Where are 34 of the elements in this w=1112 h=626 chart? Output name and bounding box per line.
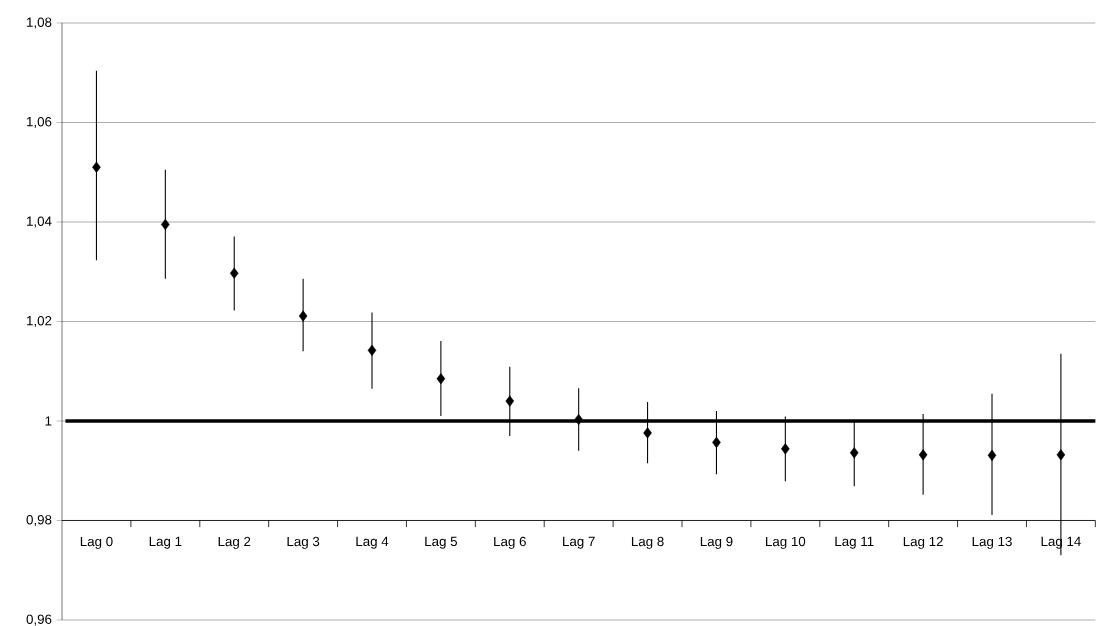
y-tick-label: 0,96 (26, 614, 52, 626)
y-tick-label: 0,98 (26, 515, 52, 527)
x-tick-label: Lag 3 (287, 536, 320, 549)
x-tick-label: Lag 8 (631, 536, 664, 549)
x-tick-label: Lag 7 (563, 536, 595, 549)
y-tick-label: 1,08 (27, 17, 52, 29)
x-tick-label: Lag 12 (903, 536, 943, 549)
x-tick-label: Lag 13 (972, 536, 1012, 549)
x-tick-label: Lag 1 (149, 536, 182, 549)
point (643, 427, 652, 439)
point (918, 449, 928, 461)
y-tick-label: 1,02 (27, 316, 52, 328)
x-tick-label: Lag 11 (835, 536, 874, 549)
point (298, 310, 308, 322)
point (505, 395, 515, 407)
point (92, 161, 101, 173)
x-tick-label: Lag 6 (494, 536, 526, 549)
point (781, 443, 790, 455)
point (436, 373, 446, 385)
point (367, 344, 377, 356)
point (1056, 449, 1066, 461)
point (849, 447, 859, 459)
x-tick-label: Lag 9 (700, 536, 733, 549)
y-tick-label: 1,06 (27, 116, 52, 129)
x-tick-label: Lag 0 (80, 536, 113, 549)
y-tick-label: 1 (45, 416, 52, 426)
x-tick-label: Lag 2 (218, 536, 251, 549)
x-tick-label: Lag 10 (766, 536, 806, 549)
point (712, 436, 721, 448)
point (987, 449, 997, 461)
x-tick-label: Lag 4 (356, 536, 389, 549)
y-tick-label: 1,04 (27, 216, 52, 228)
x-tick-label: Lag 5 (425, 536, 457, 549)
point (229, 267, 239, 279)
